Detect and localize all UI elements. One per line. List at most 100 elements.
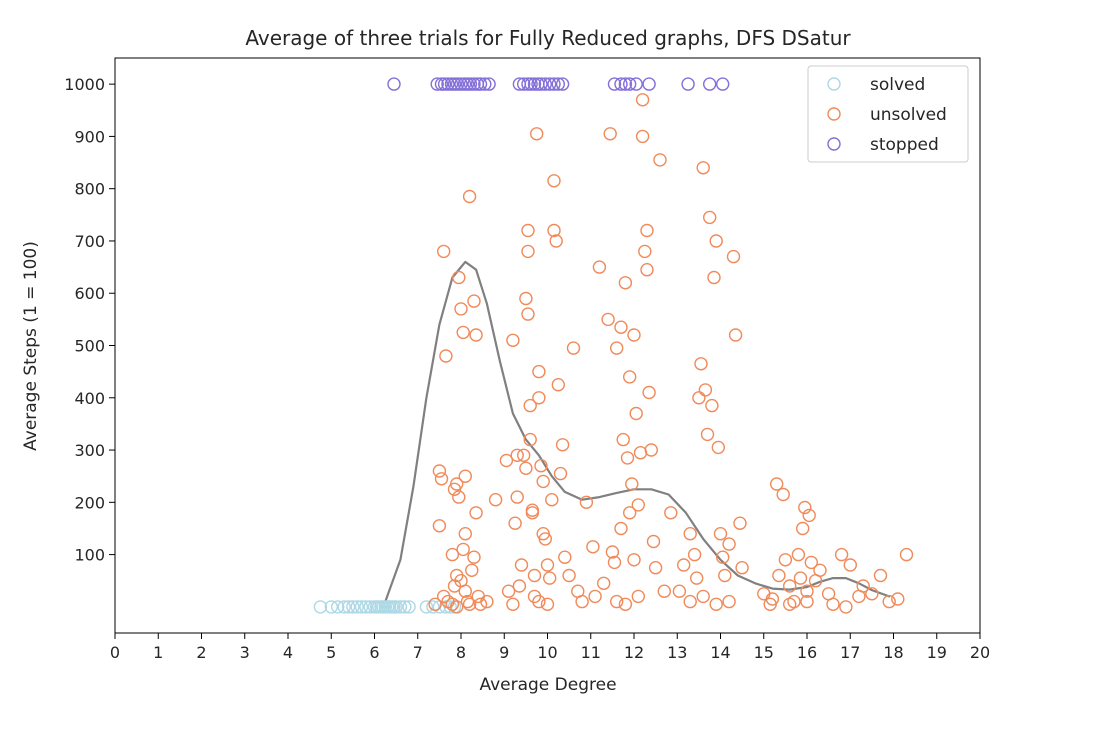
unsolved-point [588, 589, 602, 604]
unsolved-point [547, 223, 561, 238]
x-axis-label: Average Degree [479, 675, 616, 695]
unsolved-point [683, 594, 697, 609]
unsolved-point [586, 540, 600, 554]
y-tick-label: 200 [74, 493, 105, 512]
stopped-point [473, 77, 488, 91]
stopped-point [517, 77, 531, 91]
unsolved-point [834, 547, 849, 562]
unsolved-point [627, 328, 641, 342]
unsolved-point [532, 594, 546, 609]
unsolved-point [623, 370, 637, 384]
unsolved-point [899, 547, 914, 562]
unsolved-point [614, 521, 628, 536]
unsolved-point [856, 579, 870, 593]
unsolved-point [579, 495, 594, 509]
unsolved-point [521, 244, 535, 259]
stopped-point [551, 77, 565, 91]
y-tick-label: 900 [74, 127, 105, 146]
x-tick-label: 13 [667, 643, 687, 662]
unsolved-point [460, 594, 475, 609]
solved-point [398, 600, 412, 614]
unsolved-point [506, 333, 520, 347]
unsolved-point [462, 597, 477, 611]
series-solved [313, 600, 462, 614]
unsolved-point [642, 385, 656, 400]
unsolved-point [473, 597, 488, 611]
x-tick-label: 17 [840, 643, 860, 662]
unsolved-point [610, 341, 624, 355]
unsolved-point [469, 328, 483, 342]
unsolved-point [873, 568, 888, 583]
legend: solved unsolved stopped [807, 65, 969, 163]
unsolved-point [865, 587, 879, 601]
unsolved-point [638, 244, 652, 259]
unsolved-point [525, 503, 540, 517]
stopped-point [447, 77, 462, 91]
stopped-point [681, 77, 695, 91]
stopped-point [527, 77, 542, 91]
stopped-point [555, 77, 570, 91]
unsolved-point [616, 432, 630, 447]
solved-point [350, 600, 364, 614]
unsolved-point [603, 127, 617, 141]
unsolved-point [713, 527, 728, 541]
x-tick-label: 12 [624, 643, 644, 662]
unsolved-point [711, 440, 725, 455]
unsolved-point [566, 341, 581, 355]
unsolved-point [703, 210, 717, 225]
x-tick-label: 7 [413, 643, 423, 662]
solved-point [419, 600, 434, 614]
unsolved-point [640, 223, 654, 238]
stopped-point [437, 77, 452, 91]
unsolved-point [521, 223, 535, 238]
unsolved-point [776, 487, 790, 502]
unsolved-point [536, 474, 550, 489]
unsolved-point [555, 438, 570, 452]
unsolved-point [510, 490, 524, 504]
legend-marker-unsolved [827, 107, 841, 121]
stopped-point [607, 77, 622, 91]
unsolved-point [635, 129, 650, 144]
unsolved-point [765, 592, 780, 606]
unsolved-point [882, 594, 896, 609]
unsolved-point [530, 127, 544, 141]
solved-point [363, 600, 377, 614]
stopped-point [482, 77, 496, 91]
unsolved-point [709, 234, 723, 248]
stopped-point [703, 77, 717, 91]
unsolved-point [558, 550, 572, 564]
stopped-point [454, 77, 468, 91]
unsolved-point [469, 506, 483, 520]
unsolved-point [517, 448, 531, 462]
unsolved-point [718, 568, 732, 583]
solved-point [313, 600, 328, 614]
legend-marker-stopped [827, 137, 841, 151]
unsolved-point [843, 558, 857, 572]
unsolved-point [629, 406, 643, 421]
unsolved-point [519, 291, 533, 306]
unsolved-point [644, 443, 658, 457]
unsolved-point [506, 597, 520, 611]
unsolved-point [575, 594, 589, 609]
unsolved-point [726, 249, 741, 264]
x-tick-label: 20 [970, 643, 990, 662]
unsolved-point [772, 568, 786, 583]
unsolved-point [508, 516, 522, 530]
solved-point [354, 600, 369, 614]
unsolved-point [540, 597, 555, 611]
unsolved-point [432, 464, 447, 478]
unsolved-point [534, 459, 548, 473]
x-tick-label: 6 [369, 643, 379, 662]
solved-point [389, 600, 403, 614]
y-tick-label: 300 [74, 441, 105, 460]
unsolved-point [804, 555, 818, 570]
unsolved-point [510, 448, 524, 462]
x-tick-label: 16 [797, 643, 817, 662]
unsolved-point [625, 477, 639, 491]
unsolved-point [793, 571, 808, 585]
unsolved-point [523, 432, 537, 447]
solved-point [426, 600, 440, 614]
unsolved-point [467, 550, 481, 564]
stopped-point [457, 77, 472, 91]
unsolved-point [547, 174, 561, 188]
